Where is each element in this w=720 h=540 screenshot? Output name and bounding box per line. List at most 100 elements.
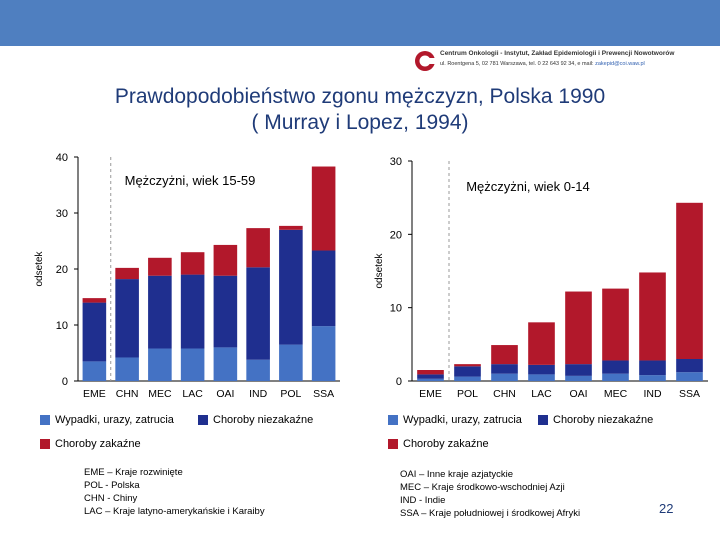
- bar-segment-communicable: [491, 345, 518, 365]
- legend-label: Choroby zakaźne: [55, 438, 141, 450]
- note-line: LAC – Kraje latyno-amerykańskie i Karaib…: [84, 506, 265, 517]
- bar-segment-noncommunicable: [491, 364, 518, 374]
- x-tick-label: MEC: [148, 388, 172, 400]
- bar-segment-noncommunicable: [148, 275, 172, 349]
- y-tick-label: 20: [56, 264, 68, 276]
- bar-segment-injuries: [417, 378, 444, 381]
- note-line: OAI – Inne kraje azjatyckie: [400, 469, 513, 480]
- bar-segment-injuries: [82, 361, 107, 381]
- legend-label: Choroby niezakaźne: [213, 414, 314, 426]
- x-tick-label: IND: [643, 388, 662, 400]
- legend-swatch-communicable: [388, 439, 398, 449]
- bar-segment-injuries: [279, 344, 303, 381]
- top-bar: [0, 0, 720, 46]
- bar-segment-noncommunicable: [417, 374, 444, 379]
- y-tick-label: 0: [396, 376, 402, 388]
- y-tick-label: 30: [56, 208, 68, 220]
- bar-segment-injuries: [491, 373, 518, 381]
- x-tick-label: POL: [457, 388, 478, 400]
- bar-segment-communicable: [115, 267, 139, 280]
- x-tick-label: CHN: [493, 388, 516, 400]
- bar-segment-communicable: [417, 370, 444, 375]
- legend-label: Choroby niezakaźne: [553, 414, 654, 426]
- bar-segment-noncommunicable: [454, 366, 481, 377]
- x-tick-label: EME: [419, 388, 442, 400]
- x-tick-label: OAI: [569, 388, 587, 400]
- title-line-1: Prawdopodobieństwo zgonu mężczyzn, Polsk…: [114, 85, 606, 108]
- legend-item-communicable: Choroby zakaźne: [40, 438, 141, 450]
- x-tick-label: POL: [280, 388, 301, 400]
- y-axis-label: odsetek: [34, 250, 45, 286]
- bar-segment-noncommunicable: [565, 364, 592, 376]
- note-line: SSA – Kraje południowej i środkowej Afry…: [400, 508, 581, 519]
- legend-swatch-injuries: [40, 415, 50, 425]
- bar-segment-noncommunicable: [246, 267, 270, 360]
- bar-segment-communicable: [82, 298, 107, 303]
- legend-chart-0-14: Wypadki, urazy, zatrucia Choroby niezaka…: [388, 414, 708, 454]
- y-tick-label: 10: [56, 320, 68, 332]
- note-line: CHN - Chiny: [84, 493, 138, 504]
- legend-swatch-noncommunicable: [198, 415, 208, 425]
- y-tick-label: 0: [62, 376, 68, 388]
- note-line: EME – Kraje rozwinięte: [84, 467, 183, 478]
- legend-item-noncommunicable: Choroby niezakaźne: [198, 414, 313, 426]
- bar-segment-communicable: [528, 322, 555, 365]
- y-tick-label: 10: [390, 303, 402, 315]
- legend-chart-15-59: Wypadki, urazy, zatrucia Choroby niezaka…: [40, 414, 350, 454]
- bar-segment-communicable: [565, 291, 592, 365]
- bar-segment-injuries: [311, 326, 336, 381]
- institution-name: Centrum Onkologii - Instytut, Zakład Epi…: [440, 50, 675, 57]
- chart-title: Mężczyżni, wiek 0-14: [466, 179, 590, 194]
- address-text: ul. Roentgena 5, 02 781 Warszawa, tel. 0…: [440, 61, 594, 67]
- bar-segment-communicable: [279, 225, 303, 230]
- legend-label: Wypadki, urazy, zatrucia: [55, 414, 174, 426]
- bar-segment-injuries: [676, 372, 703, 381]
- institution-address: ul. Roentgena 5, 02 781 Warszawa, tel. 0…: [440, 61, 645, 67]
- chart-title: Mężczyżni, wiek 15-59: [125, 173, 256, 188]
- bar-segment-noncommunicable: [213, 275, 238, 348]
- bar-segment-communicable: [148, 257, 172, 276]
- bar-segment-injuries: [602, 373, 629, 381]
- y-tick-label: 40: [56, 152, 68, 164]
- bar-segment-communicable: [676, 202, 703, 359]
- x-tick-label: EME: [83, 388, 106, 400]
- bar-segment-injuries: [454, 376, 481, 381]
- x-tick-label: SSA: [679, 388, 700, 400]
- legend-item-injuries: Wypadki, urazy, zatrucia: [40, 414, 174, 426]
- x-tick-label: SSA: [313, 388, 334, 400]
- bar-segment-injuries: [213, 347, 238, 381]
- legend-swatch-noncommunicable: [538, 415, 548, 425]
- legend-swatch-communicable: [40, 439, 50, 449]
- bar-segment-communicable: [246, 228, 270, 268]
- bar-segment-noncommunicable: [639, 360, 666, 376]
- chart-men-15-59: 0 10 20 30 40 odsetek Mężczyżni, wiek 15-59 EME…: [34, 152, 340, 400]
- bar-segment-communicable: [602, 288, 629, 361]
- note-line: IND - Indie: [400, 495, 446, 506]
- legend-item-injuries: Wypadki, urazy, zatrucia: [388, 414, 522, 426]
- slide-title: Prawdopodobieństwo zgonu mężczyzn, Polsk…: [0, 84, 720, 136]
- bar-segment-communicable: [639, 272, 666, 361]
- bar-segment-noncommunicable: [180, 274, 205, 349]
- x-tick-label: MEC: [604, 388, 628, 400]
- x-tick-label: OAI: [216, 388, 234, 400]
- y-tick-label: 30: [390, 156, 402, 168]
- email-link[interactable]: zakepid@coi.waw.pl: [595, 61, 645, 67]
- bar-segment-communicable: [213, 244, 238, 276]
- bar-segment-noncommunicable: [82, 302, 107, 362]
- bar-segment-injuries: [115, 357, 139, 381]
- page-number: 22: [659, 501, 674, 516]
- bar-segment-communicable: [311, 166, 336, 251]
- y-tick-label: 20: [390, 229, 402, 241]
- institution-logo: [415, 51, 436, 71]
- bar-segment-noncommunicable: [311, 250, 336, 327]
- legend-label: Choroby zakaźne: [403, 438, 489, 450]
- bar-segment-noncommunicable: [115, 279, 139, 358]
- legend-label: Wypadki, urazy, zatrucia: [403, 414, 522, 426]
- bar-segment-injuries: [180, 348, 205, 381]
- chart-men-0-14: 0 10 20 30 odsetek Mężczyżni, wiek 0-14 EME POL…: [374, 156, 708, 400]
- y-axis-label: odsetek: [374, 252, 385, 288]
- bar-segment-injuries: [565, 375, 592, 381]
- note-line: MEC – Kraje środkowo-wschodniej Azji: [400, 482, 565, 493]
- bar-segment-noncommunicable: [528, 364, 555, 375]
- legend-item-communicable: Choroby zakaźne: [388, 438, 489, 450]
